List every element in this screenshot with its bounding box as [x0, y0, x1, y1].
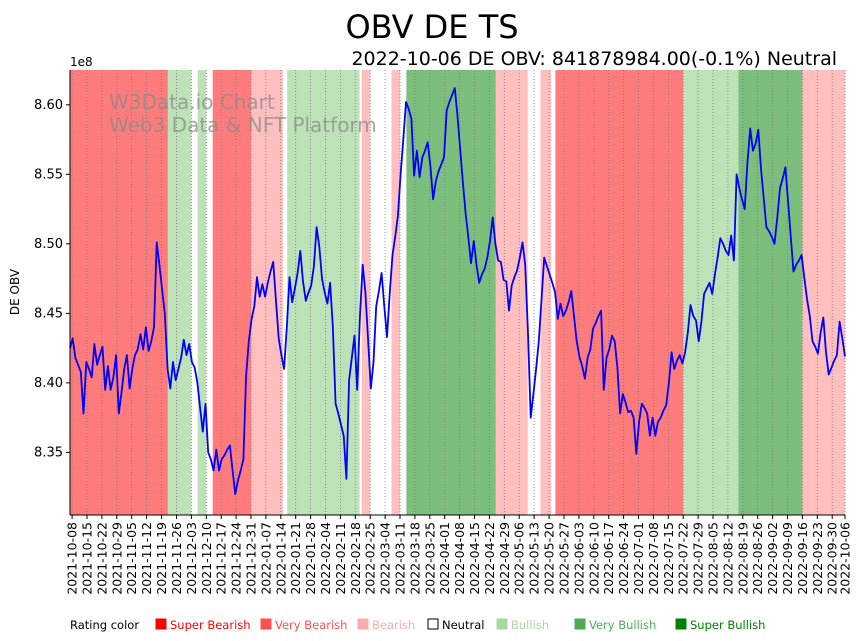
legend: Rating color Super Bearish Very Bearish Bea…: [70, 618, 765, 632]
legend-label-bearish: Bearish: [372, 618, 415, 632]
x-tick-label: 2021-10-22: [94, 522, 109, 595]
x-tick-label: 2022-01-21: [288, 522, 303, 595]
legend-swatch-bullish: [496, 618, 508, 630]
x-tick-label: 2021-11-12: [139, 522, 154, 595]
x-tick-label: 2022-04-22: [482, 522, 497, 595]
x-tick-label: 2022-09-16: [795, 522, 810, 595]
legend-title: Rating color: [70, 618, 139, 632]
x-tick-label: 2022-09-09: [780, 522, 795, 595]
legend-label-super-bearish: Super Bearish: [170, 618, 251, 632]
x-tick-label: 2022-06-03: [571, 522, 586, 595]
watermark-line-1: W3Data.io Chart: [109, 90, 275, 114]
rating-band-13: [723, 70, 739, 515]
x-tick-label: 2021-12-10: [199, 522, 214, 595]
x-tick-label: 2021-11-19: [154, 522, 169, 595]
x-tick-label: 2022-04-08: [452, 522, 467, 595]
legend-swatch-super-bullish: [675, 618, 687, 630]
x-tick-label: 2022-08-26: [750, 522, 765, 595]
x-tick-label: 2022-04-29: [497, 522, 512, 595]
series-line-0: [69, 87, 846, 496]
x-tick-label: 2022-04-15: [467, 522, 482, 595]
y-tick-label: 8.35: [34, 445, 63, 460]
x-tick-label: 2022-07-01: [631, 522, 646, 595]
x-tick-label: 2021-11-26: [169, 522, 184, 595]
x-tick-label: 2022-07-08: [646, 522, 661, 595]
x-tick-label: 2022-09-02: [765, 522, 780, 595]
x-tick-label: 2022-04-01: [437, 522, 452, 595]
legend-label-bullish: Bullish: [511, 618, 549, 632]
x-tick-label: 2022-03-25: [422, 522, 437, 595]
x-tick-label: 2021-12-17: [214, 522, 229, 595]
x-tick-label: 2022-06-24: [616, 522, 631, 595]
rating-band-14: [738, 70, 803, 515]
x-tick-label: 2021-10-08: [65, 522, 80, 595]
x-tick-label: 2021-11-05: [124, 522, 139, 595]
x-tick-label: 2022-01-28: [303, 522, 318, 595]
x-tick-label: 2022-01-07: [258, 522, 273, 595]
x-gridlines: [71, 70, 846, 515]
x-tick-label: 2022-05-06: [512, 522, 527, 595]
legend-swatch-neutral: [427, 618, 439, 630]
x-tick-label: 2022-06-17: [601, 522, 616, 595]
x-tick-label: 2022-10-06: [838, 522, 853, 595]
legend-swatch-bearish: [357, 618, 369, 630]
x-tick-label: 2022-01-14: [273, 522, 288, 595]
rating-band-12: [683, 70, 724, 515]
x-tick-label: 2022-02-25: [363, 522, 378, 595]
x-tick-label: 2022-03-18: [407, 522, 422, 595]
x-tick-label: 2022-09-23: [810, 522, 825, 595]
x-tick-label: 2022-03-04: [378, 522, 393, 595]
rating-band-15: [802, 70, 845, 515]
x-tick-label: 2021-12-31: [244, 522, 259, 595]
y-tick-label: 8.50: [34, 237, 63, 252]
rating-band-1: [167, 70, 192, 515]
chart-subtitle: 2022-10-06 DE OBV: 841878984.00(-0.1%) N…: [351, 48, 837, 70]
rating-band-10: [540, 70, 552, 515]
x-tick-label: 2022-03-11: [393, 522, 408, 595]
x-tick-label: 2021-10-15: [80, 522, 95, 595]
rating-band-0: [70, 70, 168, 515]
x-tick-label: 2021-10-29: [109, 522, 124, 595]
rating-band-7: [391, 70, 400, 515]
watermark-line-2: Web3 Data & NFT Platform: [109, 113, 377, 137]
x-tick-label: 2022-08-12: [720, 522, 735, 595]
x-tick-label: 2022-05-20: [542, 522, 557, 595]
rating-band-8: [406, 70, 496, 515]
y-tick-label: 8.55: [34, 167, 63, 182]
x-tick-label: 2021-12-24: [229, 522, 244, 595]
y-axis-label: DE OBV: [8, 268, 22, 315]
y-axis-offset-label: 1e8: [70, 55, 93, 69]
y-tick-label: 8.40: [34, 376, 63, 391]
rating-band-11: [555, 70, 684, 515]
watermark: W3Data.io Chart Web3 Data & NFT Platform: [109, 90, 377, 137]
x-tick-label: 2021-12-03: [184, 522, 199, 595]
x-tick-label: 2022-08-19: [735, 522, 750, 595]
legend-label-very-bullish: Very Bullish: [589, 618, 656, 632]
x-tick-label: 2022-07-29: [691, 522, 706, 595]
x-tick-label: 2022-08-05: [706, 522, 721, 595]
x-tick-label: 2022-07-22: [676, 522, 691, 595]
rating-band-2: [197, 70, 207, 515]
legend-swatch-very-bullish: [574, 618, 586, 630]
x-tick-label: 2022-09-30: [825, 522, 840, 595]
x-tick-label: 2022-05-13: [527, 522, 542, 595]
x-tick-label: 2022-02-11: [333, 522, 348, 595]
series-layer: [69, 87, 846, 496]
legend-label-neutral: Neutral: [442, 618, 484, 632]
x-tick-label: 2022-06-10: [586, 522, 601, 595]
x-tick-label: 2022-02-04: [318, 522, 333, 595]
legend-label-super-bullish: Super Bullish: [690, 618, 765, 632]
chart-title: OBV DE TS: [345, 8, 518, 46]
x-tick-label: 2022-02-18: [348, 522, 363, 595]
legend-swatch-super-bearish: [155, 618, 167, 630]
y-tick-label: 8.60: [34, 98, 63, 113]
x-tick-label: 2022-05-27: [557, 522, 572, 595]
y-tick-label: 8.45: [34, 306, 63, 321]
legend-swatch-very-bearish: [260, 618, 272, 630]
x-tick-label: 2022-07-15: [661, 522, 676, 595]
legend-label-very-bearish: Very Bearish: [275, 618, 347, 632]
